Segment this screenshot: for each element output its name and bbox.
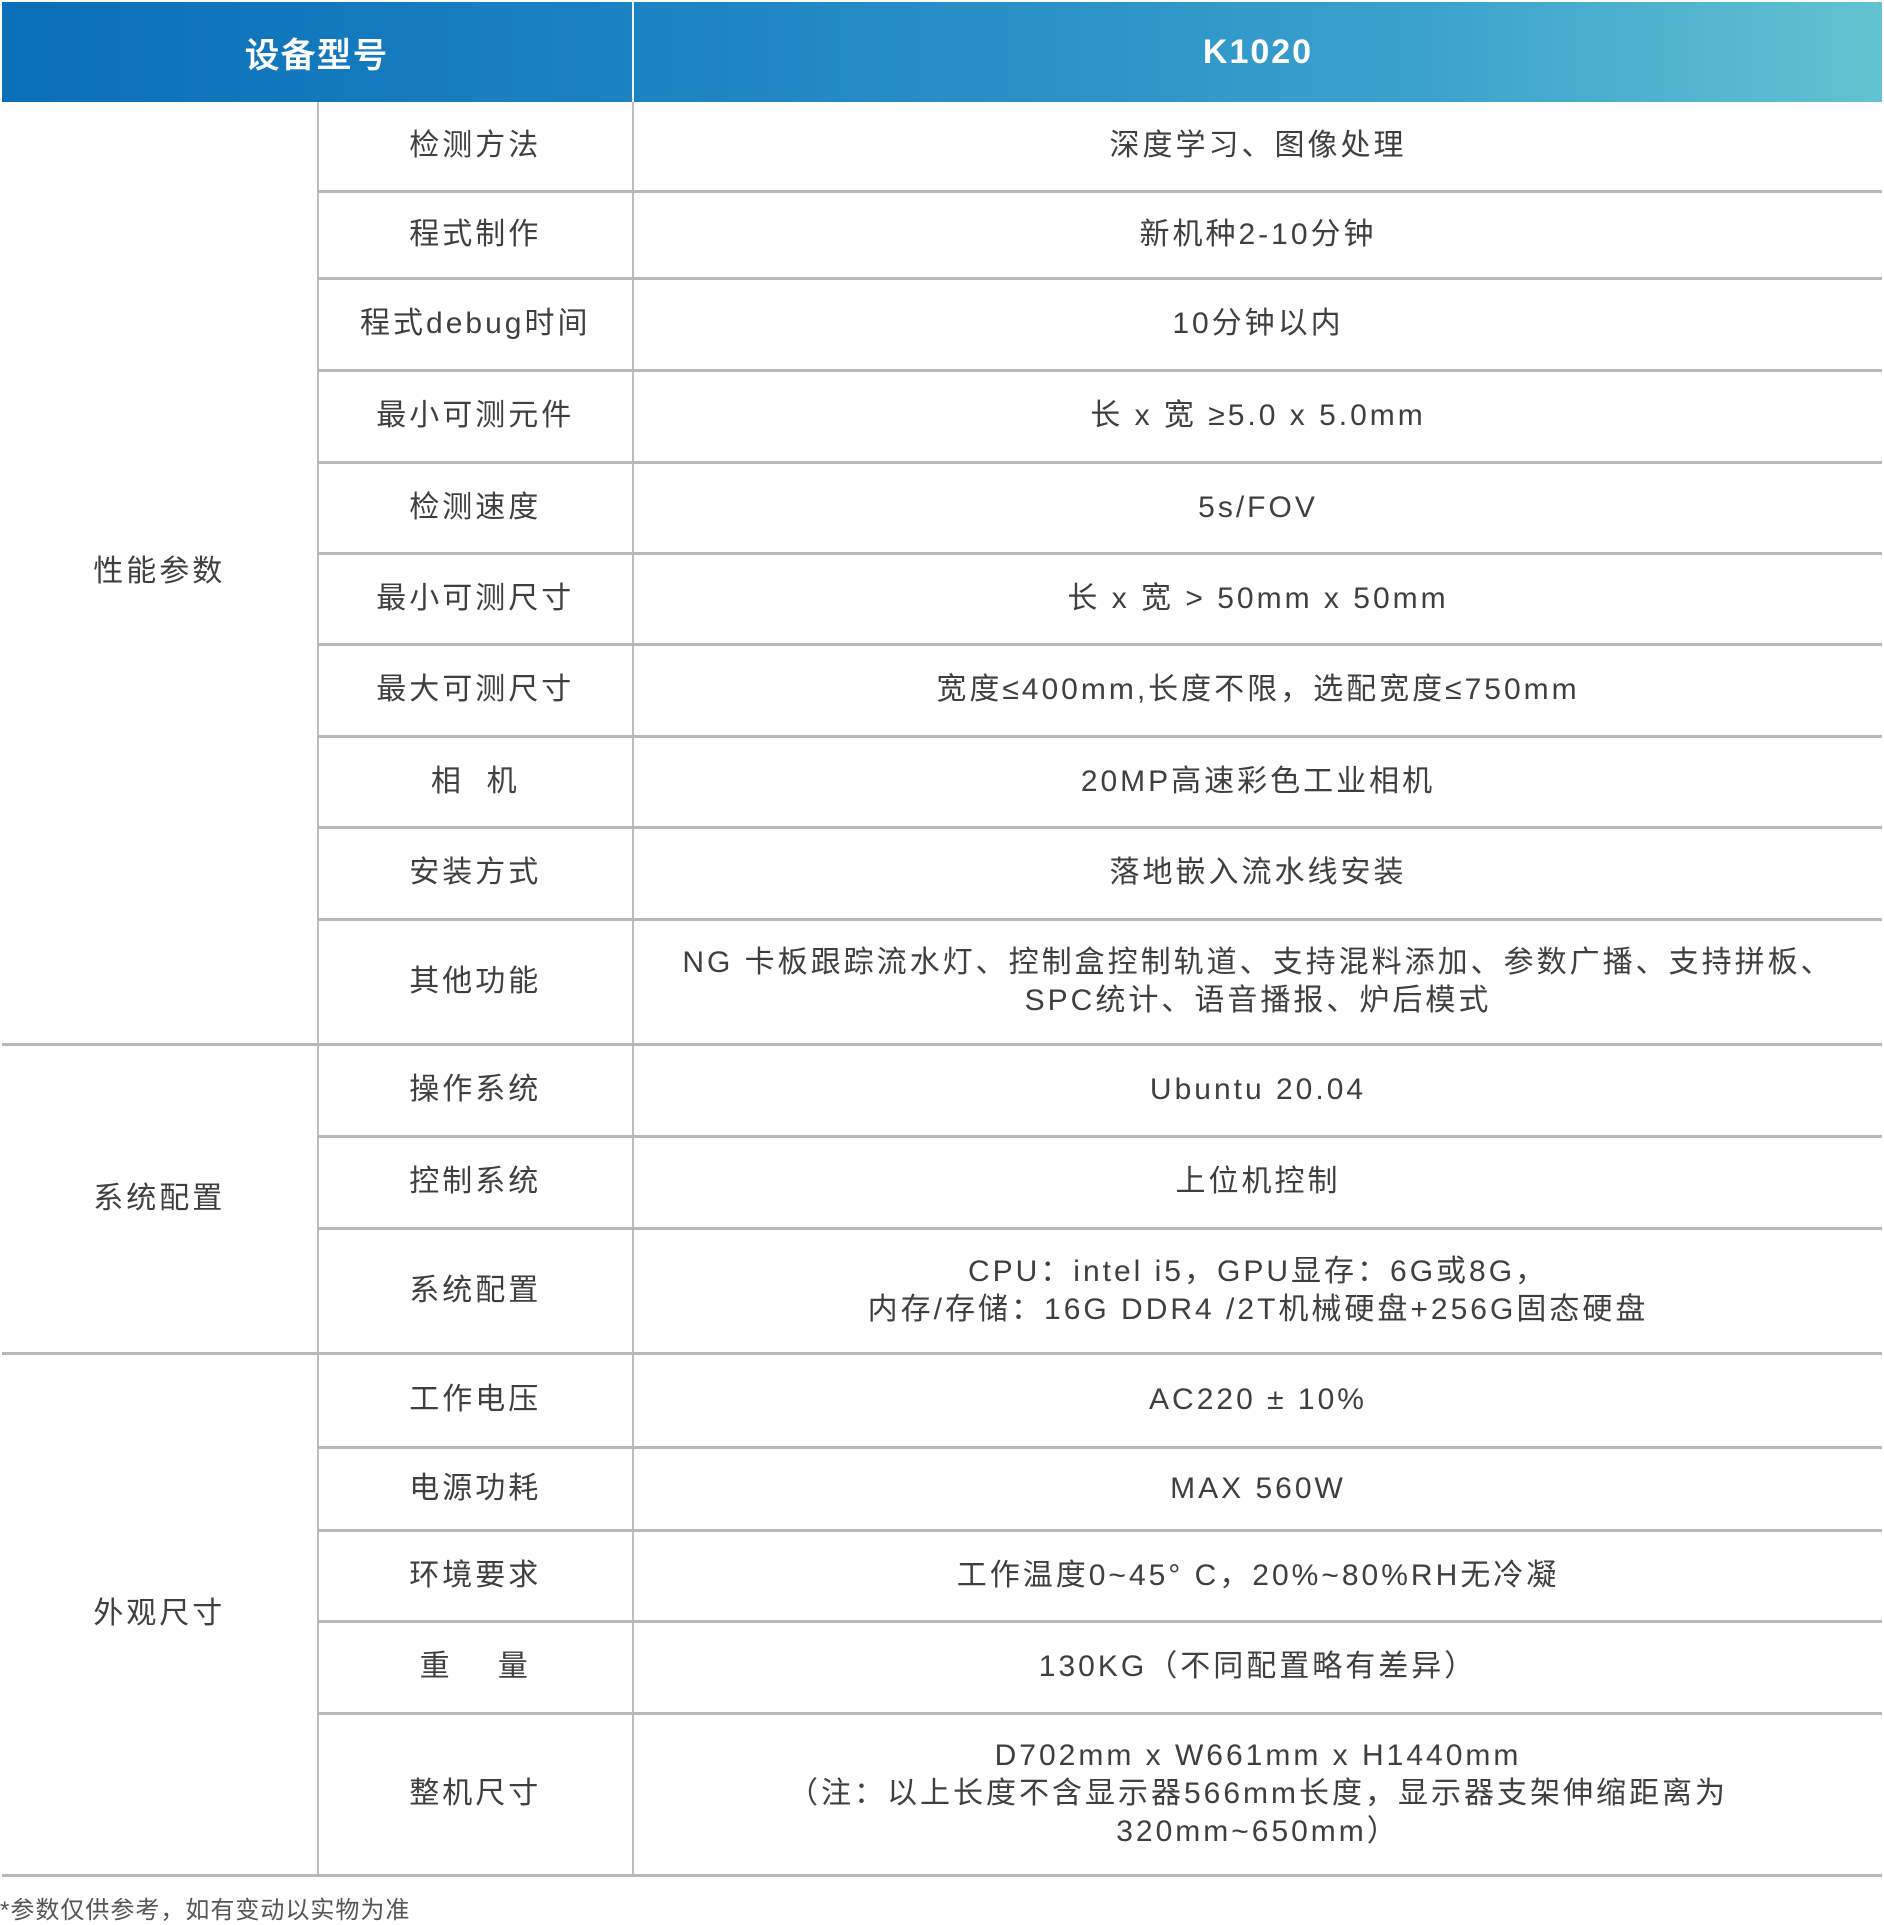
param-value: MAX 560W	[633, 1447, 1882, 1532]
table-header: 设备型号 K1020	[2, 2, 1882, 102]
param-value: D702mm x W661mm x H1440mm （注：以上长度不含显示器566…	[633, 1713, 1882, 1877]
value-line: D702mm x W661mm x H1440mm	[994, 1739, 1522, 1772]
value-line: Ubuntu 20.04	[1149, 1073, 1367, 1106]
value-line: SPC统计、语音播报、炉后模式	[1024, 983, 1492, 1017]
value-line: 深度学习、图像处理	[1109, 128, 1407, 162]
value-line: 长 x 宽 > 50mm x 50mm	[1067, 581, 1449, 615]
param-name: 程式debug时间	[316, 278, 634, 372]
value-line: 上位机控制	[1175, 1165, 1341, 1198]
table-row: 相 机 20MP高速彩色工业相机	[2, 736, 1882, 829]
table-row: 安装方式 落地嵌入流水线安装	[2, 827, 1882, 921]
value-line: （注：以上长度不含显示器566mm长度，显示器支架伸缩距离为	[787, 1777, 1729, 1810]
param-name: 整机尺寸	[316, 1713, 634, 1877]
param-value: 长 x 宽 > 50mm x 50mm	[633, 553, 1882, 646]
param-name: 控制系统	[316, 1136, 634, 1230]
value-line: 10分钟以内	[1172, 307, 1344, 340]
group-label: 外观尺寸	[2, 1353, 318, 1877]
value-line: 落地嵌入流水线安装	[1109, 856, 1407, 889]
param-value: NG 卡板跟踪流水灯、控制盒控制轨道、支持混料添加、参数广播、支持拼板、 SPC统…	[633, 919, 1882, 1046]
table-row: 整机尺寸 D702mm x W661mm x H1440mm （注：以上长度不含显示…	[2, 1713, 1882, 1877]
param-value: 深度学习、图像处理	[633, 102, 1882, 193]
table-row: 控制系统 上位机控制	[2, 1136, 1882, 1230]
value-line: NG 卡板跟踪流水灯、控制盒控制轨道、支持混料添加、参数广播、支持拼板、	[682, 945, 1834, 979]
value-line: 20MP高速彩色工业相机	[1080, 764, 1436, 798]
param-value: 工作温度0~45° C，20%~80%RH无冷凝	[633, 1530, 1882, 1623]
table-row: 系统配置 操作系统 Ubuntu 20.04	[2, 1044, 1882, 1355]
value-line: 长 x 宽 ≥5.0 x 5.0mm	[1090, 399, 1426, 432]
value-line: AC220 ± 10%	[1149, 1383, 1367, 1416]
param-name: 最小可测尺寸	[316, 553, 634, 646]
value-line: 130KG（不同配置略有差异）	[1038, 1650, 1478, 1683]
table-row: 程式制作 新机种2-10分钟	[2, 191, 1882, 280]
table-row: 外观尺寸 工作电压 AC220 ± 10%	[2, 1353, 1882, 1877]
param-name: 操作系统	[316, 1044, 634, 1138]
param-value: 5s/FOV	[633, 462, 1882, 555]
table-row: 最小可测尺寸 长 x 宽 > 50mm x 50mm	[2, 553, 1882, 646]
param-value: Ubuntu 20.04	[633, 1044, 1882, 1138]
value-line: 宽度≤400mm,长度不限，选配宽度≤750mm	[936, 673, 1580, 706]
table-row: 重 量 130KG（不同配置略有差异）	[2, 1621, 1882, 1715]
param-name: 其他功能	[316, 919, 634, 1046]
param-value: 落地嵌入流水线安装	[633, 827, 1882, 921]
param-name: 检测速度	[316, 462, 634, 555]
group-label: 性能参数	[2, 102, 318, 1046]
model-label: 设备型号	[245, 36, 389, 75]
table-row: 其他功能 NG 卡板跟踪流水灯、控制盒控制轨道、支持混料添加、参数广播、支持拼板、…	[2, 919, 1882, 1046]
table-row: 环境要求 工作温度0~45° C，20%~80%RH无冷凝	[2, 1530, 1882, 1623]
param-name: 检测方法	[316, 102, 634, 193]
table-row: 检测速度 5s/FOV	[2, 462, 1882, 555]
param-value: 10分钟以内	[633, 278, 1882, 372]
value-line: CPU：intel i5，GPU显存：6G或8G，	[967, 1254, 1549, 1288]
group-label: 系统配置	[2, 1044, 318, 1355]
param-name: 重 量	[316, 1621, 634, 1715]
param-value: CPU：intel i5，GPU显存：6G或8G， 内存/存储：16G DDR4 …	[633, 1228, 1882, 1355]
param-name: 系统配置	[316, 1228, 634, 1355]
param-value: AC220 ± 10%	[633, 1353, 1882, 1449]
param-value: 20MP高速彩色工业相机	[633, 736, 1882, 829]
value-line: 320mm~650mm）	[1116, 1815, 1400, 1848]
table-row: 最大可测尺寸 宽度≤400mm,长度不限，选配宽度≤750mm	[2, 644, 1882, 738]
param-name: 程式制作	[316, 191, 634, 280]
param-value: 宽度≤400mm,长度不限，选配宽度≤750mm	[633, 644, 1882, 738]
param-value: 上位机控制	[633, 1136, 1882, 1230]
param-name: 相 机	[316, 736, 634, 829]
table-row: 程式debug时间 10分钟以内	[2, 278, 1882, 372]
param-name: 电源功耗	[316, 1447, 634, 1532]
value-line: 新机种2-10分钟	[1139, 217, 1377, 251]
param-name: 最大可测尺寸	[316, 644, 634, 738]
table-row: 性能参数 检测方法 深度学习、图像处理	[2, 102, 1882, 1046]
value-line: 5s/FOV	[1198, 490, 1318, 524]
param-name: 最小可测元件	[316, 370, 634, 464]
value-line: MAX 560W	[1170, 1471, 1346, 1505]
table-row: 电源功耗 MAX 560W	[2, 1447, 1882, 1532]
param-name: 环境要求	[316, 1530, 634, 1623]
spec-table: 设备型号 K1020 性能参数 检测方法 深度学习、图像处理程式制作 新机种2-10分…	[2, 2, 1882, 1877]
value-line: 内存/存储：16G DDR4 /2T机械硬盘+256G固态硬盘	[867, 1292, 1649, 1326]
param-value: 新机种2-10分钟	[633, 191, 1882, 280]
value-line: 工作温度0~45° C，20%~80%RH无冷凝	[956, 1558, 1560, 1592]
param-value: 长 x 宽 ≥5.0 x 5.0mm	[633, 370, 1882, 464]
param-name: 工作电压	[316, 1353, 634, 1449]
model-value: K1020	[632, 2, 1882, 102]
param-name: 安装方式	[316, 827, 634, 921]
param-value: 130KG（不同配置略有差异）	[633, 1621, 1882, 1715]
table-row: 系统配置 CPU：intel i5，GPU显存：6G或8G， 内存/存储：16G D…	[2, 1228, 1882, 1355]
table-row: 最小可测元件 长 x 宽 ≥5.0 x 5.0mm	[2, 370, 1882, 464]
